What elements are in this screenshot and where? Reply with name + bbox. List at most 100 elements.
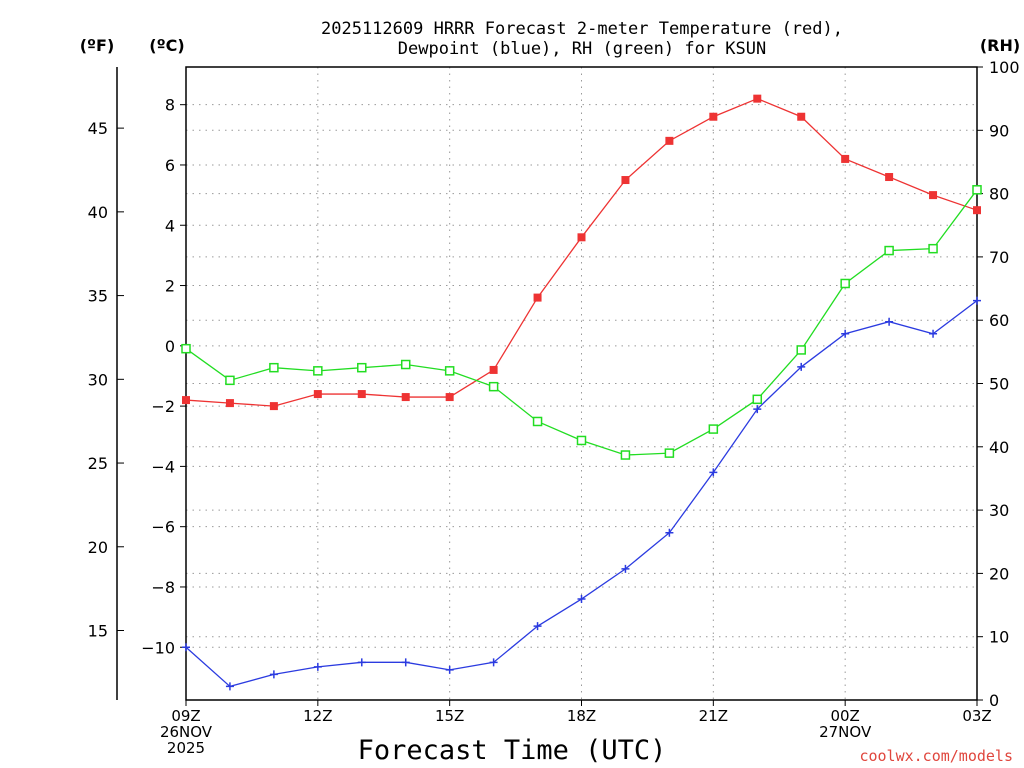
temperature-point (753, 94, 762, 103)
rh-tick-label: 60 (989, 311, 1009, 330)
rh-point (620, 450, 631, 460)
fahrenheit-tick-label: 40 (88, 203, 108, 222)
temperature-point (182, 396, 190, 405)
temperature-point (533, 293, 542, 302)
rh-tick-label: 80 (989, 185, 1009, 204)
rh-point (400, 359, 411, 370)
fahrenheit-unit-label: (ºF) (80, 36, 115, 55)
rh-point (928, 243, 938, 254)
dewpoint-point (445, 665, 454, 674)
dewpoint-point (797, 362, 806, 371)
dewpoint-point (577, 595, 586, 604)
rh-point (225, 375, 235, 386)
rh-tick-label: 20 (989, 564, 1009, 583)
temperature-point (489, 365, 498, 374)
dewpoint-point (489, 658, 498, 667)
x-tick-label: 21Z (699, 707, 728, 725)
dewpoint-point (269, 670, 278, 679)
dewpoint-point (665, 528, 674, 537)
title-line-2: Dewpoint (blue), RH (green) for KSUN (398, 39, 766, 59)
rh-point (313, 366, 323, 376)
dewpoint-point (885, 317, 894, 326)
rh-tick-label: 0 (989, 691, 999, 710)
temperature-point (929, 191, 938, 200)
fahrenheit-tick-label: 35 (88, 287, 108, 306)
dewpoint-point (621, 564, 630, 573)
rh-point (752, 394, 763, 405)
fahrenheit-tick-label: 45 (88, 119, 108, 138)
rh-tick-label: 10 (989, 628, 1009, 647)
x-tick-label: 18Z (567, 707, 596, 725)
x-tick-label: 15Z (435, 707, 464, 725)
temperature-point (269, 402, 278, 411)
temperature-point (885, 173, 894, 182)
x-tick-label: 09Z (171, 707, 200, 725)
dewpoint-point (182, 643, 190, 652)
dewpoint-line (185, 300, 978, 688)
temperature-point (225, 399, 234, 408)
celsius-tick-label: −2 (151, 397, 175, 416)
rh-point (444, 366, 455, 376)
title-line-1: 2025112609 HRRR Forecast 2-meter Tempera… (321, 19, 843, 39)
celsius-tick-label: −4 (151, 457, 175, 476)
temperature-point (401, 393, 410, 402)
celsius-tick-label: 8 (165, 96, 175, 115)
dewpoint-point (533, 622, 542, 631)
x-tick-label: 03Z (962, 707, 991, 725)
rh-tick-label: 50 (989, 375, 1009, 394)
axes: 15202530354045−10−8−6−4−2024680102030405… (88, 58, 1020, 757)
rh-point (488, 381, 499, 392)
temperature-point (841, 154, 850, 163)
rh-tick-label: 40 (989, 438, 1009, 457)
celsius-tick-label: 6 (165, 156, 175, 175)
x-axis-label: Forecast Time (UTC) (358, 735, 667, 766)
rh-tick-label: 30 (989, 501, 1009, 520)
dewpoint-point (753, 405, 762, 414)
dewpoint-point (357, 658, 366, 667)
grid-lines (186, 67, 977, 700)
celsius-tick-label: 2 (165, 277, 175, 296)
series-rh (181, 185, 982, 460)
celsius-unit-label: (ºC) (149, 36, 184, 55)
dewpoint-point (401, 658, 410, 667)
x-tick-label: 2025 (167, 739, 205, 757)
dewpoint-point (313, 662, 322, 671)
celsius-tick-label: 0 (165, 337, 175, 356)
celsius-tick-label: −10 (141, 638, 175, 657)
chart-title: 2025112609 HRRR Forecast 2-meter Tempera… (321, 19, 843, 59)
temperature-point (709, 112, 718, 121)
celsius-tick-label: −6 (151, 518, 175, 537)
rh-point (664, 448, 675, 458)
rh-point (972, 185, 982, 195)
x-tick-label: 26NOV (160, 723, 213, 741)
rh-point (532, 416, 543, 427)
rh-unit-label: (RH) (980, 36, 1020, 55)
temperature-point (797, 112, 806, 121)
series-temperature (182, 94, 981, 411)
fahrenheit-tick-label: 20 (88, 538, 108, 557)
rh-point (269, 362, 279, 373)
x-tick-label: 00Z (830, 707, 859, 725)
dewpoint-point (929, 329, 938, 338)
x-tick-label: 27NOV (819, 723, 872, 741)
temperature-point (357, 390, 366, 399)
dewpoint-point (709, 468, 718, 477)
rh-point (840, 278, 850, 289)
rh-point (181, 343, 191, 354)
fahrenheit-tick-label: 30 (88, 370, 108, 389)
fahrenheit-tick-label: 15 (88, 622, 108, 641)
plot-frame (185, 66, 978, 701)
dewpoint-point (225, 682, 234, 691)
rh-tick-label: 100 (989, 58, 1020, 77)
credit-text[interactable]: coolwx.com/models (859, 747, 1013, 765)
rh-point (708, 424, 719, 434)
x-tick-label: 12Z (303, 707, 332, 725)
temperature-point (577, 233, 586, 242)
dewpoint-point (973, 296, 981, 305)
dewpoint-point (841, 329, 850, 338)
fahrenheit-tick-label: 25 (88, 454, 108, 473)
temperature-point (665, 136, 674, 145)
rh-tick-label: 70 (989, 248, 1009, 267)
rh-point (884, 245, 894, 256)
